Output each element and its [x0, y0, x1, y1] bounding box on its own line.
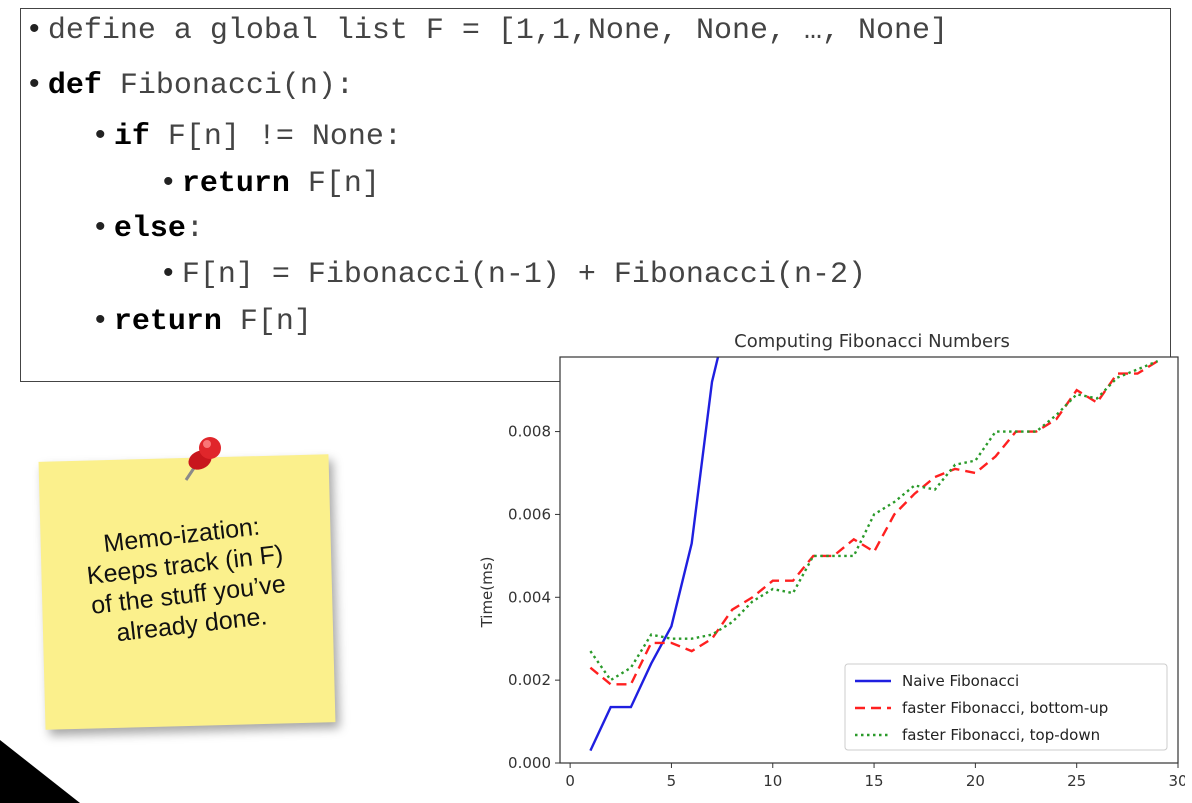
bullet-icon: • [29, 67, 48, 100]
code-keyword: if [113, 120, 150, 154]
code-line-3: • if F[n] != None: [95, 117, 402, 155]
x-tick-label: 0 [565, 772, 575, 790]
code-text: F[n] [289, 167, 380, 201]
y-axis-label: Time(ms) [478, 557, 496, 629]
series-line-3 [589, 359, 1159, 682]
code-line-5: • else: [95, 209, 204, 247]
x-ticks: 0 5 10 15 20 25 30 [565, 763, 1185, 790]
x-tick-label: 10 [763, 772, 782, 790]
y-tick-label: 0.008 [508, 423, 551, 441]
legend-box [844, 663, 1168, 751]
y-tick-label: 0.000 [508, 754, 551, 772]
corner-triangle [0, 740, 80, 803]
bullet-icon: • [163, 256, 182, 289]
fibonacci-chart: Computing Fibonacci Numbers Time(ms) 0 5 1… [478, 331, 1185, 790]
legend: Naive Fibonacci faster Fibonacci, bottom-… [844, 663, 1168, 751]
code-keyword: return [113, 305, 222, 339]
code-text: : [185, 212, 204, 246]
chart-title: Computing Fibonacci Numbers [734, 331, 1010, 352]
code-text: F[n] != None: [149, 120, 402, 154]
code-text: define a global list F = [1,1,None, None… [47, 14, 948, 48]
code-line-7: • return F[n] [95, 302, 312, 340]
x-tick-label: 5 [667, 772, 677, 790]
code-line-4: • return F[n] [163, 164, 380, 202]
bullet-icon: • [95, 303, 114, 336]
y-tick-label: 0.004 [508, 588, 551, 606]
y-tick-label: 0.002 [508, 671, 551, 689]
code-line-1: • define a global list F = [1,1,None, No… [29, 11, 948, 49]
series-line-1 [589, 357, 720, 752]
code-text: F[n] = Fibonacci(n-1) + Fibonacci(n-2) [181, 258, 866, 292]
legend-label: faster Fibonacci, top-down [902, 726, 1100, 744]
code-panel: • define a global list F = [1,1,None, No… [20, 8, 1171, 382]
bullet-icon: • [29, 12, 48, 45]
code-line-2: • def Fibonacci(n): [29, 66, 354, 104]
series-layer [589, 357, 1159, 752]
legend-label: Naive Fibonacci [902, 672, 1019, 690]
code-keyword: else [113, 212, 186, 246]
x-tick-label: 15 [865, 772, 884, 790]
code-keyword: return [181, 167, 290, 201]
x-tick-label: 25 [1067, 772, 1086, 790]
code-text: F[n] [221, 305, 312, 339]
code-line-6: • F[n] = Fibonacci(n-1) + Fibonacci(n-2) [163, 255, 866, 293]
sticky-note-text: Memo-ization: Keeps track (in F) of the … [36, 504, 338, 656]
bullet-icon: • [95, 210, 114, 243]
plot-frame [559, 356, 1179, 764]
x-tick-label: 30 [1168, 772, 1185, 790]
x-tick-label: 20 [966, 772, 985, 790]
y-tick-label: 0.006 [508, 505, 551, 523]
y-ticks: 0.000 0.002 0.004 0.006 0.008 [508, 423, 560, 772]
code-keyword: def [47, 69, 102, 103]
code-text: Fibonacci(n): [101, 69, 354, 103]
bullet-icon: • [163, 165, 182, 198]
push-pin-icon [184, 437, 221, 481]
sticky-note: Memo-ization: Keeps track (in F) of the … [36, 454, 338, 730]
legend-label: faster Fibonacci, bottom-up [902, 699, 1108, 717]
bullet-icon: • [95, 118, 114, 151]
